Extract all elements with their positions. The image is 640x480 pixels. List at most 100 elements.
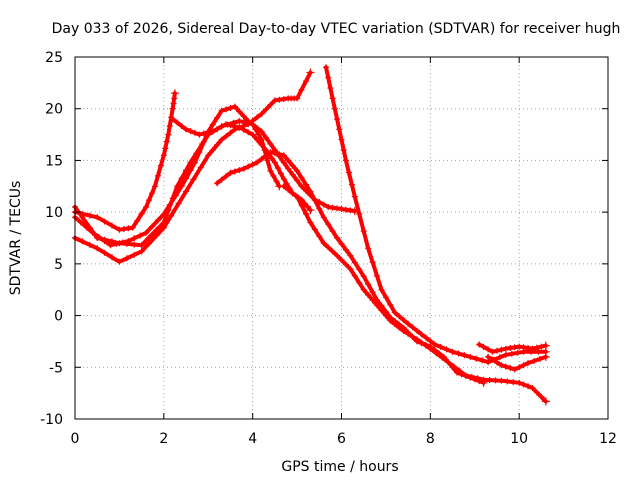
data-point (86, 241, 93, 248)
data-point (223, 173, 229, 180)
data-point (485, 353, 492, 360)
data-point (306, 206, 315, 215)
x-tick-label: 0 (71, 431, 80, 447)
data-point (316, 233, 323, 240)
data-point (191, 159, 198, 166)
data-point (187, 167, 194, 174)
data-point (200, 138, 207, 145)
data-point (254, 125, 261, 131)
data-point (178, 183, 185, 190)
data-point (183, 188, 189, 195)
data-point (427, 345, 434, 352)
data-point (205, 128, 212, 135)
data-point (387, 317, 394, 324)
data-point (525, 345, 532, 351)
data-point (289, 190, 296, 197)
data-point (267, 167, 274, 174)
data-point (285, 186, 292, 193)
data-point (197, 164, 204, 171)
data-point (489, 348, 496, 355)
data-point (437, 343, 444, 350)
data-point (311, 197, 318, 204)
data-point (280, 152, 287, 159)
y-tick-label: 15 (45, 153, 63, 169)
data-point (187, 128, 194, 135)
data-point (276, 96, 283, 103)
data-point (267, 101, 274, 108)
data-point (160, 211, 167, 218)
data-point (485, 359, 492, 366)
data-point (214, 126, 221, 133)
data-point (298, 86, 305, 93)
data-point (218, 136, 225, 143)
data-point (535, 348, 542, 355)
y-tick-label: 25 (45, 50, 63, 66)
data-point (510, 379, 517, 386)
data-point (334, 235, 341, 241)
data-point (378, 286, 385, 293)
data-point (240, 165, 247, 172)
data-point (400, 328, 407, 335)
data-point (230, 119, 237, 126)
data-point (374, 272, 380, 279)
data-point (455, 350, 462, 357)
data-point (445, 359, 452, 366)
data-point (196, 131, 203, 138)
data-point (294, 193, 301, 200)
data-point (511, 366, 518, 373)
data-point (138, 210, 145, 217)
data-point (391, 321, 398, 328)
data-point (347, 266, 354, 272)
data-point (205, 152, 212, 159)
data-point (276, 151, 283, 158)
series-line (73, 91, 177, 232)
data-point (209, 147, 216, 154)
data-point (511, 344, 518, 351)
data-point (183, 126, 189, 133)
data-point (462, 372, 469, 379)
data-point (190, 176, 197, 183)
data-point (531, 358, 537, 365)
data-point (166, 201, 173, 208)
series-arc-7 (323, 64, 550, 366)
series-arc-4 (72, 68, 315, 265)
data-point (183, 175, 189, 182)
data-point (280, 183, 287, 190)
data-point (271, 159, 278, 166)
data-point (298, 174, 305, 181)
data-point (409, 324, 416, 331)
data-point (348, 181, 355, 188)
data-point (113, 240, 120, 247)
data-point (325, 204, 332, 210)
data-point (170, 89, 179, 98)
data-point (529, 345, 536, 352)
x-tick-label: 6 (337, 431, 346, 447)
data-point (209, 121, 216, 128)
data-point (174, 119, 181, 126)
data-point (369, 259, 376, 266)
data-point (480, 343, 487, 350)
data-point (116, 258, 123, 265)
data-point (131, 235, 138, 242)
data-point (338, 136, 345, 143)
data-point (422, 342, 429, 349)
data-point (502, 363, 509, 370)
data-point (306, 68, 315, 77)
data-point (382, 312, 389, 319)
data-point (125, 238, 132, 245)
data-point (231, 168, 238, 175)
data-point (143, 229, 150, 236)
data-point (245, 129, 252, 136)
data-point (274, 165, 281, 171)
data-point (165, 131, 172, 138)
data-point (160, 152, 167, 159)
data-point (277, 170, 284, 177)
data-point (146, 234, 152, 241)
data-point (169, 116, 176, 123)
data-point (391, 309, 398, 316)
data-point (347, 252, 354, 259)
data-point (258, 110, 265, 117)
data-point (525, 383, 532, 390)
data-point (218, 107, 225, 114)
data-point (218, 123, 225, 130)
